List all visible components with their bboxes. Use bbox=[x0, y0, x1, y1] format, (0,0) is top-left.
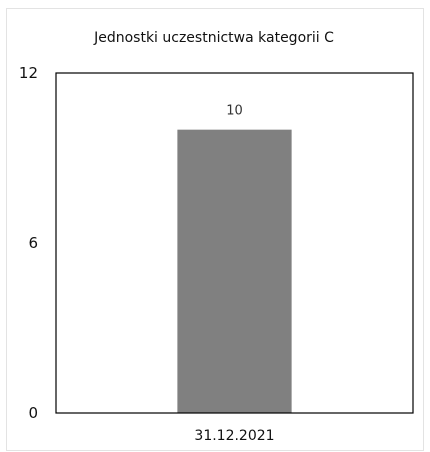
y-tick-label: 6 bbox=[28, 234, 38, 252]
data-labels-group: 10 bbox=[226, 104, 243, 119]
x-axis-tick-labels: 31.12.2021 bbox=[194, 428, 274, 444]
y-tick-label: 0 bbox=[28, 404, 38, 422]
bars-group bbox=[177, 129, 292, 413]
y-tick-label: 12 bbox=[19, 64, 38, 82]
plot-area-border bbox=[55, 72, 414, 414]
x-category-label: 31.12.2021 bbox=[194, 428, 274, 444]
chart-title: Jednostki uczestnictwa kategorii C bbox=[93, 30, 334, 46]
y-axis-tick-labels: 0 6 12 bbox=[19, 64, 38, 422]
bar bbox=[177, 129, 292, 413]
bar-data-label: 10 bbox=[226, 104, 243, 119]
